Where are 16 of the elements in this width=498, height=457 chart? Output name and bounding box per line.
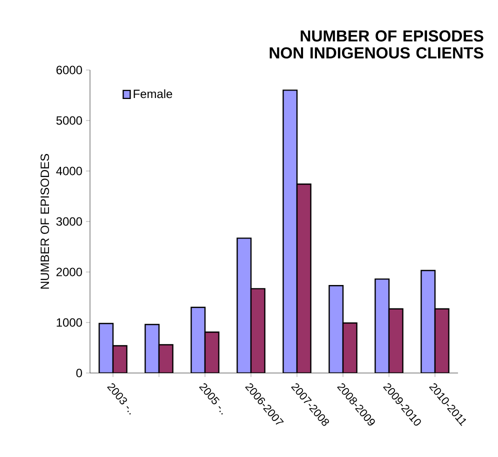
bar [374,278,390,373]
y-tick-label: 1000 [56,318,82,327]
y-axis-title: NUMBER OF EPISODES [40,154,50,289]
bar [420,270,436,373]
y-tick-label: 4000 [56,166,82,176]
y-tick-label: 6000 [56,66,82,74]
y-tick-label: 2000 [56,268,82,276]
bar [282,90,298,373]
bar [236,238,252,373]
y-tick-label: 0 [76,368,82,378]
chart-title: NUMBER OF EPISODES NON INDIGENOUS CLIENTS [270,30,484,59]
legend-label: Female [134,89,172,98]
y-tick-label: 3000 [56,217,82,226]
bar [328,285,344,373]
y-tick-label: 5000 [56,116,82,125]
bar [296,184,312,373]
